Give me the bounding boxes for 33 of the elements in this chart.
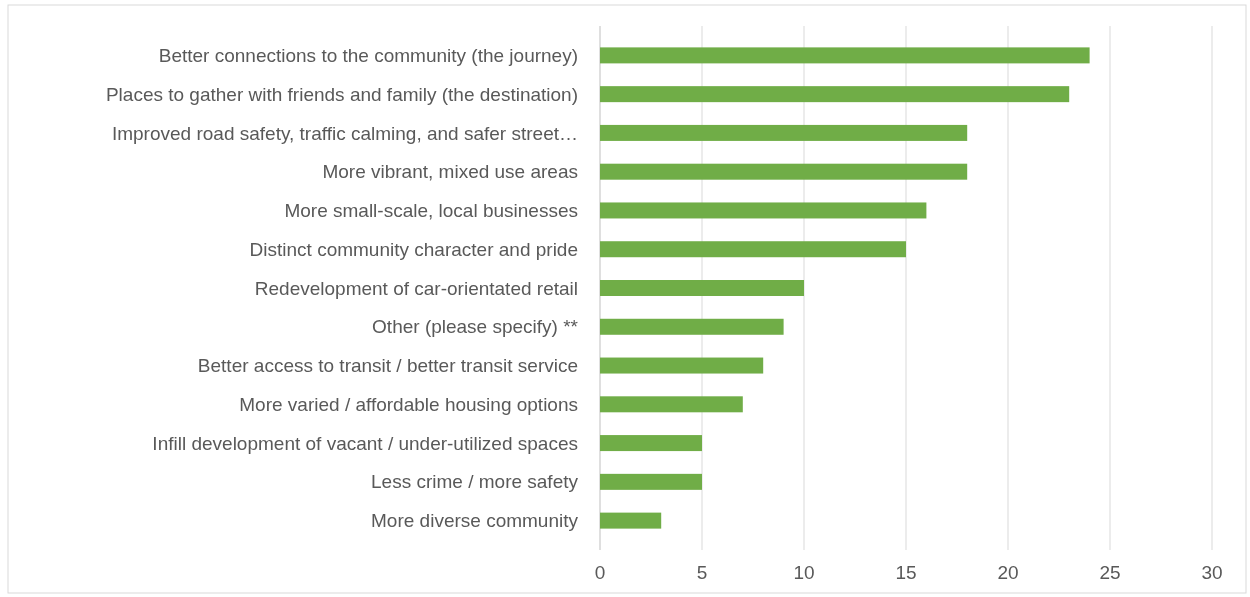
x-tick-label: 10 <box>793 561 815 583</box>
bar <box>600 396 743 413</box>
y-tick-label: More vibrant, mixed use areas <box>322 161 578 183</box>
bar <box>600 124 968 141</box>
bar <box>600 86 1070 103</box>
y-tick-label: Infill development of vacant / under-utilized spaces <box>152 432 578 454</box>
x-tick-label: 30 <box>1201 561 1223 583</box>
x-tick-label: 0 <box>594 561 606 583</box>
bar <box>600 435 702 452</box>
bar <box>600 280 804 296</box>
x-tick-label: 20 <box>997 561 1019 583</box>
y-tick-label: Places to gather with friends and family (the destination) <box>105 83 578 105</box>
bar <box>600 202 927 219</box>
y-tick-label: More varied / affordable housing options <box>239 393 578 415</box>
bar <box>600 47 1090 64</box>
bar <box>600 163 968 180</box>
y-tick-label: Improved road safety, traffic calming, and safer street… <box>111 122 578 144</box>
x-tick-label: 25 <box>1099 561 1121 583</box>
y-tick-label: More diverse community <box>371 510 579 532</box>
y-tick-label: More small-scale, local businesses <box>284 200 578 222</box>
bar <box>600 512 662 529</box>
y-tick-label: Distinct community character and pride <box>249 238 578 260</box>
bar <box>600 473 702 490</box>
y-tick-label: Better connections to the community (the journey) <box>158 45 578 67</box>
bar <box>600 318 784 335</box>
y-tick-label: Better access to transit / better transit service <box>197 355 578 377</box>
x-tick-label: 15 <box>895 561 917 583</box>
y-tick-label: Less crime / more safety <box>371 471 579 493</box>
bar <box>600 241 906 258</box>
y-tick-label: Redevelopment of car-orientated retail <box>254 277 578 299</box>
bar <box>600 357 764 374</box>
x-tick-label: 5 <box>696 561 708 583</box>
y-tick-label: Other (please specify) ** <box>372 316 579 338</box>
